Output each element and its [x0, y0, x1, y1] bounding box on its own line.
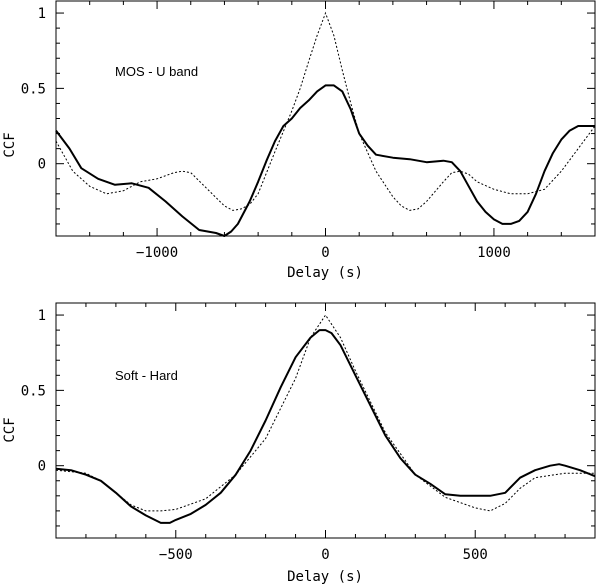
x-tick-label: −500 — [159, 547, 193, 563]
x-tick-labels: −1000 0 1000 — [136, 245, 511, 261]
y-axis-label: CCF — [2, 132, 18, 157]
x-axis-label: Delay (s) — [287, 569, 363, 585]
tick-marks — [55, 1, 596, 236]
y-tick-labels: 00.51 — [21, 6, 46, 173]
panel-mos-u-band: 00.51 −1000 0 1000 MOS - U band Delay (s) … — [2, 0, 596, 281]
plot-frame — [55, 302, 596, 539]
x-tick-labels: −500 0 500 — [159, 547, 488, 563]
ccf-curve-dotted — [55, 11, 596, 211]
x-tick-label: 0 — [321, 245, 329, 261]
ccf-curves — [55, 314, 596, 524]
tick-marks — [55, 303, 596, 538]
ccf-curves — [55, 11, 596, 237]
y-tick-label: 0 — [38, 157, 46, 173]
y-tick-labels: 00.51 — [21, 308, 46, 475]
y-tick-label: 0.5 — [21, 81, 46, 97]
x-axis-label: Delay (s) — [287, 265, 363, 281]
y-tick-label: 0 — [38, 459, 46, 475]
x-tick-label: −1000 — [136, 245, 178, 261]
y-tick-label: 1 — [38, 6, 46, 22]
y-axis-label: CCF — [2, 417, 18, 442]
panel-annotation: MOS - U band — [115, 64, 198, 79]
x-tick-label: 1000 — [477, 245, 511, 261]
plot-frame — [55, 0, 596, 237]
ccf-curve-dotted — [55, 314, 595, 512]
x-tick-label: 500 — [463, 547, 488, 563]
panel-soft-hard: 00.51 −500 0 500 Soft - Hard Delay (s) CCF — [2, 302, 596, 585]
y-tick-label: 0.5 — [21, 383, 46, 399]
x-tick-label: 0 — [321, 547, 329, 563]
ccf-curve-solid — [55, 84, 595, 237]
ccf-curve-solid — [55, 329, 596, 524]
panel-annotation: Soft - Hard — [115, 368, 178, 383]
y-tick-label: 1 — [38, 308, 46, 324]
